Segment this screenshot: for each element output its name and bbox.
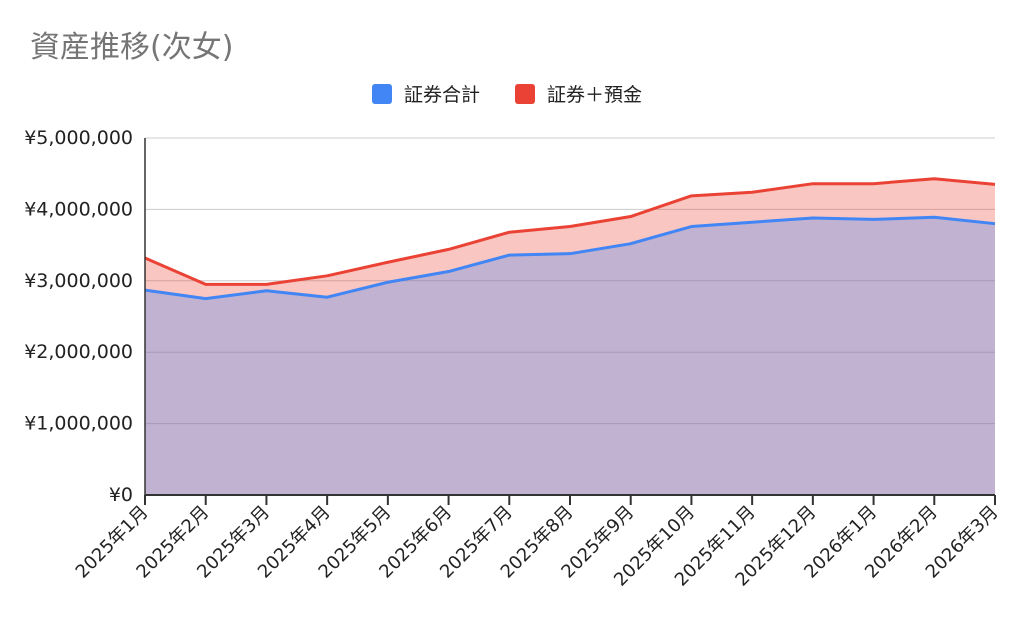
legend-swatch-total — [515, 83, 535, 104]
area-fill-securities — [145, 217, 995, 495]
y-tick-label: ¥4,000,000 — [24, 198, 133, 220]
legend-swatch-securities — [372, 83, 392, 104]
legend-item-total[interactable]: 証券＋預金 — [515, 80, 642, 107]
area-fill-total — [145, 178, 995, 495]
legend-label-securities: 証券合計 — [404, 84, 481, 106]
series-line-total — [144, 177, 996, 286]
chart-title: 資産推移(次女) — [30, 30, 234, 65]
y-tick-label: ¥0 — [109, 484, 133, 506]
y-tick-label: ¥1,000,000 — [24, 413, 133, 435]
legend: 証券合計 証券＋預金 — [0, 80, 1024, 110]
series-line-securities — [144, 215, 996, 301]
y-tick-label: ¥3,000,000 — [24, 270, 133, 292]
y-tick-label: ¥2,000,000 — [24, 341, 133, 363]
legend-label-total: 証券＋預金 — [547, 84, 643, 106]
y-tick-label: ¥5,000,000 — [24, 127, 133, 149]
legend-item-securities[interactable]: 証券合計 — [372, 80, 480, 107]
